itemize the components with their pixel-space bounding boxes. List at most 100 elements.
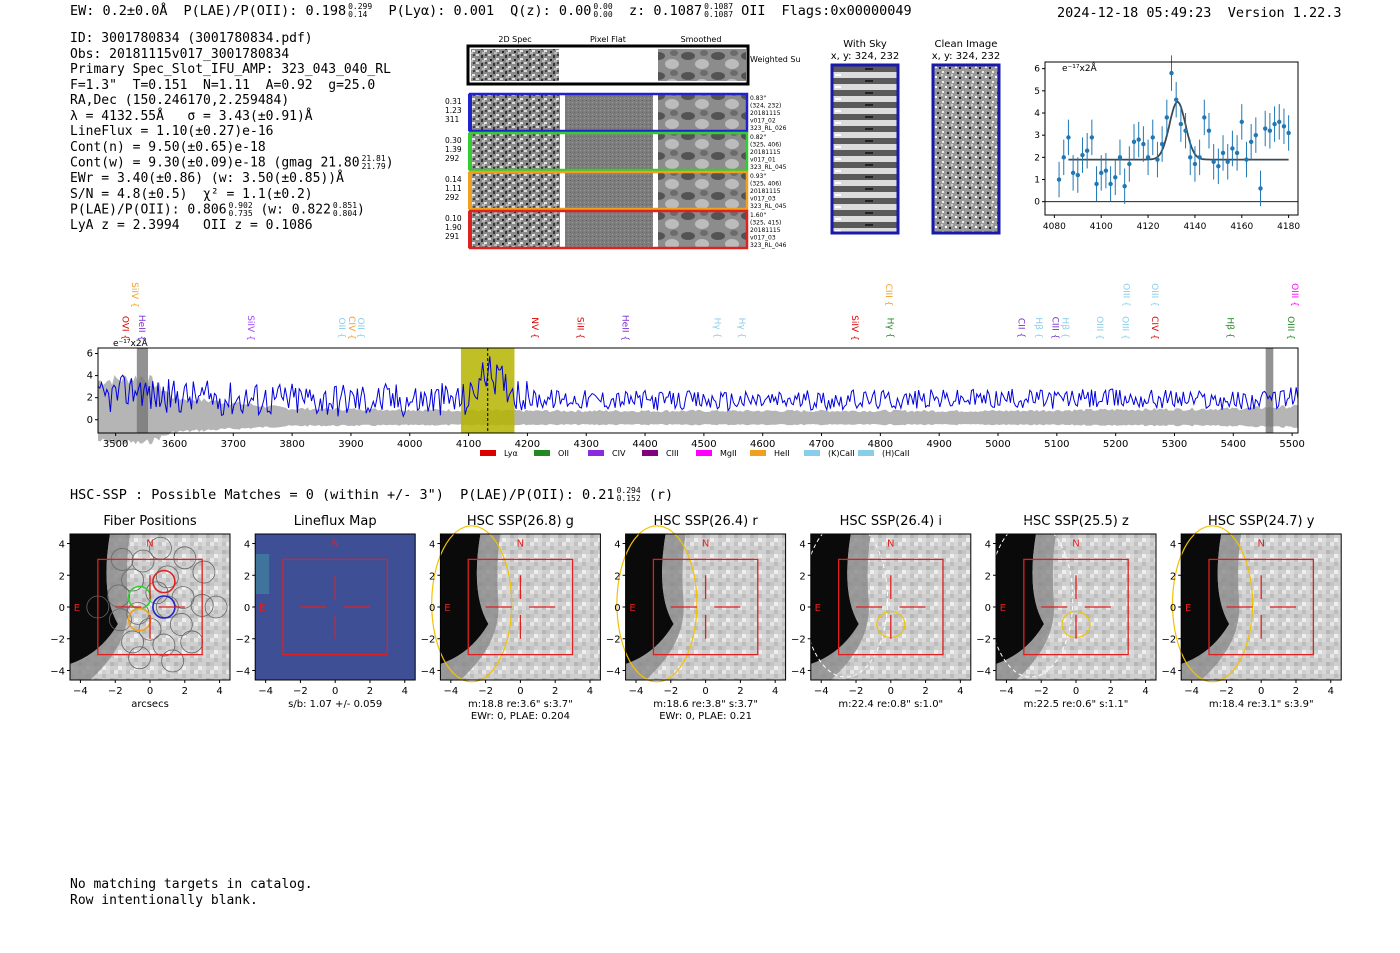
fiber-circle <box>169 613 193 636</box>
zoom-data-point <box>1131 139 1137 145</box>
row-smoothed-2 <box>658 173 746 208</box>
spectrum-line-label: OII { <box>336 318 346 339</box>
row-stat-3-1: 1.90 <box>445 223 462 232</box>
info-cont-w-text: Cont(w) = 9.30(±0.09)e-18 (gmag 21.80 <box>70 155 360 171</box>
clean-title: Clean Image <box>935 39 998 50</box>
header-plya: P(Lyα): 0.001 <box>388 3 495 19</box>
zoom-data-point <box>1113 175 1118 180</box>
panel-xtick-label: −4 <box>629 686 644 697</box>
spectrum-xtick-label: 4200 <box>515 439 540 450</box>
row-meta-2-3: v017_03 <box>750 196 776 203</box>
zoom-ytick-label: 0 <box>1034 198 1040 208</box>
aperture-ellipse <box>431 525 513 683</box>
zoom-data-point <box>1239 119 1244 125</box>
info-id: ID: 3001780834 (3001780834.pdf) <box>70 31 313 46</box>
spectrum-line-label: Hβ { <box>1060 317 1070 338</box>
header-line: EW: 0.2±0.0Å P(LAE)/P(OII): 0.198 0.299 0.1… <box>70 3 912 20</box>
spectrum-xtick-label: 3900 <box>338 439 363 450</box>
search-box <box>652 558 759 656</box>
panel-ytick-label: 4 <box>985 540 991 551</box>
panel-xtick-label: −2 <box>849 686 864 697</box>
spectrum-line-label: OIII { <box>1120 283 1130 307</box>
row-stat-1-1: 1.39 <box>445 145 462 154</box>
spectrum-line-label: OIII { <box>1149 283 1159 307</box>
zoom-data-point <box>1099 170 1104 176</box>
weighted-sum-label: Weighted Sum <box>750 55 800 64</box>
zoom-data-point <box>1173 97 1179 102</box>
row-smoothed-3 <box>658 212 746 247</box>
row-stat-3-2: 291 <box>445 232 460 241</box>
spectrum-masked-band <box>136 348 148 433</box>
info-plae-w-hi: 0.851 <box>332 201 358 210</box>
panel-source-halo <box>1181 534 1242 680</box>
spectrum-line-label: Hβ { <box>1033 317 1043 338</box>
version: Version 1.22.3 <box>1227 5 1342 21</box>
info-plae-hi: 0.902 <box>228 201 253 210</box>
row-stat-1-2: 292 <box>445 154 460 163</box>
weighted-sum-smoothed <box>658 49 746 81</box>
footer-notes: No matching targets in catalog. Row inte… <box>70 877 313 908</box>
panel-ytick-label: −2 <box>606 635 621 646</box>
imaging-panels: Fiber Positions N E −4 −4 −2 −2 0 0 2 2 4 4 arcsecs Li… <box>50 514 1342 722</box>
info-cont-w: Cont(w) = 9.30(±0.09)e-18 (gmag 21.80 21.… <box>70 154 394 171</box>
panel-ytick-label: 0 <box>799 603 805 614</box>
info-gmag-bounds: 21.81 21.79 <box>362 155 386 171</box>
panel-source-halo <box>70 534 130 680</box>
zoom-data-point <box>1080 152 1085 158</box>
clean-image <box>931 63 1001 235</box>
zoom-fit-chart: e⁻¹⁷x2Å 0 1 2 3 4 5 6 4080 4100 4120 4140 4160 4180 <box>1034 55 1300 232</box>
panel-xtick-label: 2 <box>922 686 928 697</box>
panel-xtick-label: 0 <box>702 686 708 697</box>
zoom-data-point <box>1164 115 1170 120</box>
panel-caption-1-3: m:18.6 re:3.8" s:3.7" <box>653 699 758 710</box>
panel-xtick-label: 0 <box>1073 686 1079 697</box>
spec2d-panel: 2D Spec Pixel Flat Smoothed Weighted Sum… <box>445 35 800 250</box>
row-flat-2 <box>565 173 653 208</box>
panel-xtick-label: 2 <box>367 686 373 697</box>
zoom-data-point <box>1122 183 1127 189</box>
spectrum-line-label: Hγ { <box>884 318 894 339</box>
row-stat-0-2: 311 <box>445 115 460 124</box>
panel-ytick-label: 0 <box>59 603 65 614</box>
spectrum-legend-swatch <box>534 450 550 456</box>
fiber-circle <box>109 608 132 632</box>
compass-north: N <box>146 539 153 550</box>
info-radec: RA,Dec (150.246170,2.259484) <box>70 93 290 108</box>
panel-xtick-label: 4 <box>402 686 408 697</box>
panel-ytick-label: 0 <box>985 603 991 614</box>
zoom-data-point <box>1136 137 1141 142</box>
panel-title-4: HSC SSP(26.4) i <box>840 514 942 529</box>
spectrum-ylabel: e⁻¹⁷x2Å <box>113 337 149 349</box>
row-frame-2 <box>468 170 749 211</box>
row-meta-0-1: (324, 232) <box>750 103 781 110</box>
header-z: z: 0.1087 <box>628 3 703 19</box>
panel-xtick-label: −4 <box>443 686 458 697</box>
spectrum-legend-swatch <box>804 450 820 456</box>
spectrum-xtick-label: 4300 <box>574 439 599 450</box>
zoom-data-point <box>1281 124 1287 129</box>
row-frame-0 <box>468 92 749 133</box>
zoom-data-point <box>1061 155 1066 160</box>
spectrum-legend-swatch <box>858 450 874 456</box>
spectrum-xtick-label: 4600 <box>750 439 775 450</box>
compass-north: N <box>887 539 894 550</box>
zoom-data-point <box>1127 161 1132 167</box>
panel-xtick-label: 4 <box>957 686 963 697</box>
header-z-line: OII <box>741 3 766 19</box>
panel-ytick-label: 2 <box>429 571 435 582</box>
row-meta-2-2: 20181115 <box>750 188 781 195</box>
spectrum-line-label: CIV { <box>346 316 356 340</box>
spec2d-col-title-1: 2D Spec <box>498 35 531 44</box>
fiber-circle <box>161 649 185 673</box>
spectrum-line-label: OIII { <box>1285 316 1295 340</box>
zoom-data-point <box>1155 157 1160 162</box>
header-qz-lo: 0.00 <box>593 10 613 19</box>
panel-xtick-label: 4 <box>216 686 222 697</box>
spectrum-line-label: NV { <box>529 317 539 338</box>
panel-title-0: Fiber Positions <box>103 514 196 529</box>
fiber-circle <box>155 565 179 589</box>
footer-line-2: Row intentionally blank. <box>70 892 258 908</box>
panel-title-2: HSC SSP(26.8) g <box>467 514 574 529</box>
info-plae-bounds: 0.902 0.735 <box>229 202 253 218</box>
zoom-ytick-label: 4 <box>1034 109 1040 119</box>
